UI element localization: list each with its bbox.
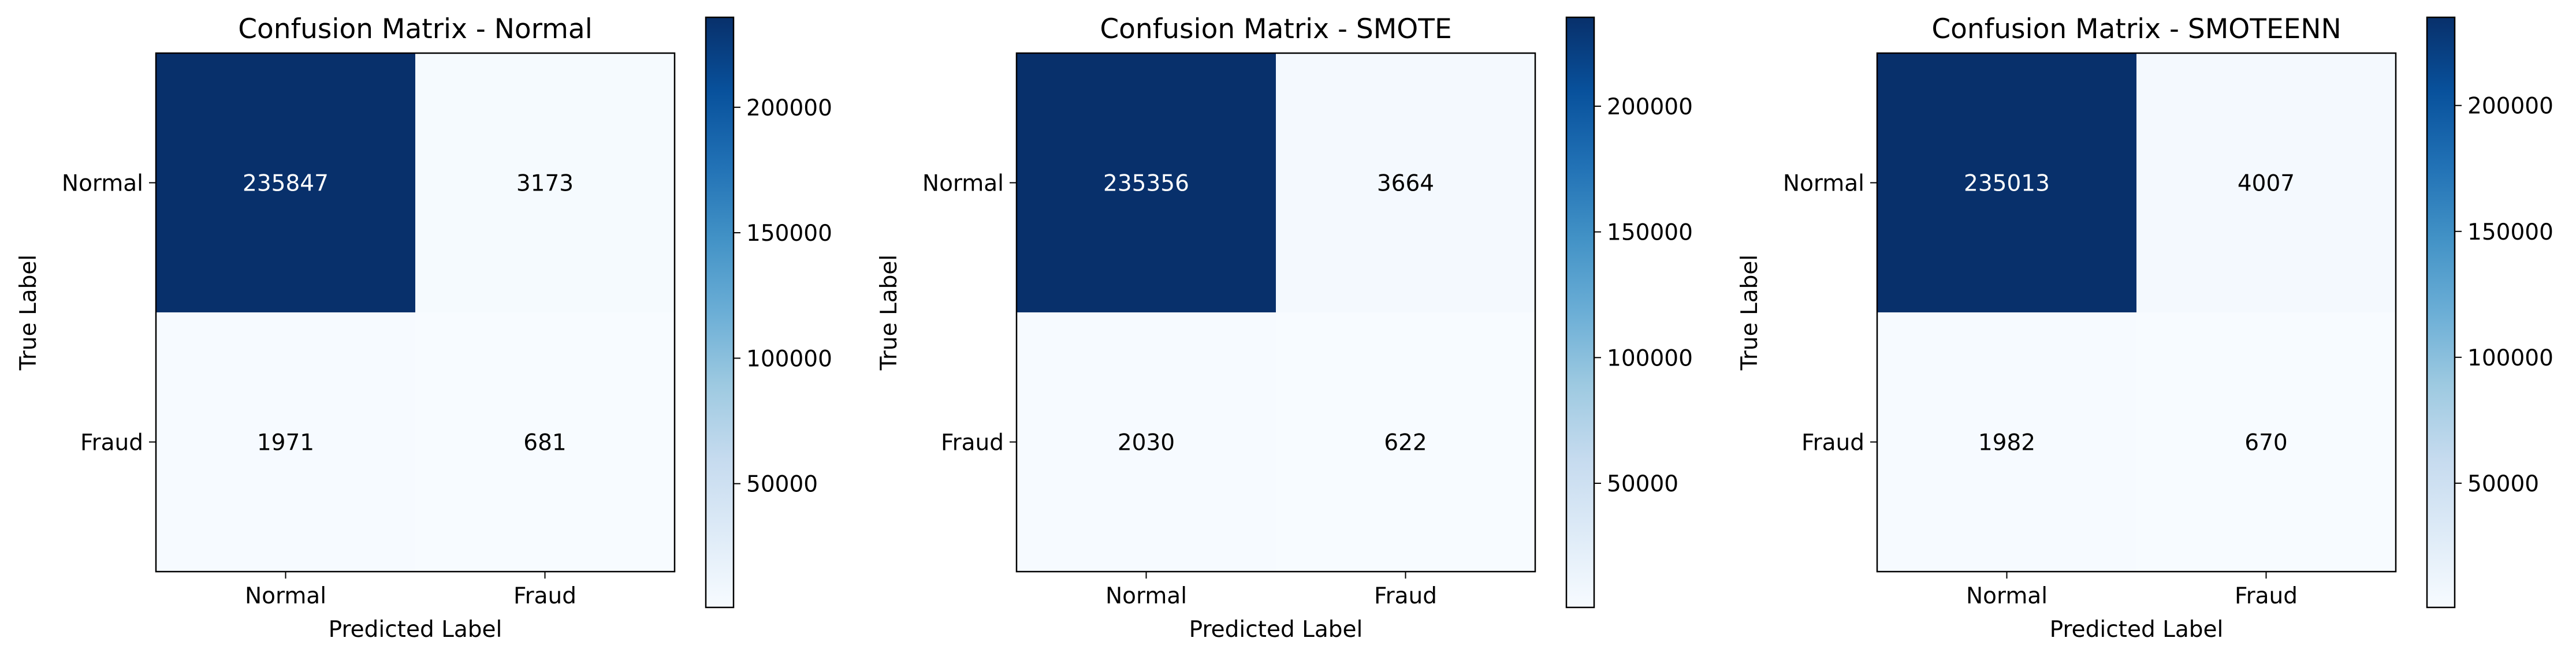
heatmap-cell bbox=[156, 53, 415, 312]
heatmap-cell bbox=[1877, 312, 2136, 572]
y-tick-label: Fraud bbox=[80, 430, 143, 456]
x-tick-label: Normal bbox=[1966, 583, 2048, 609]
colorbar-frame bbox=[705, 16, 735, 609]
x-axis-label: Predicted Label bbox=[1189, 617, 1363, 643]
colorbar-tick-label: 150000 bbox=[1607, 220, 1693, 246]
heatmap-cell bbox=[1017, 53, 1276, 312]
colorbar-frame bbox=[1565, 16, 1595, 609]
cell-value-label: 681 bbox=[523, 430, 566, 456]
x-tick-label: Fraud bbox=[1374, 583, 1437, 609]
heatmap-cell bbox=[1877, 53, 2136, 312]
cell-value-label: 2030 bbox=[1118, 430, 1175, 456]
colorbar-frame bbox=[2426, 16, 2456, 609]
colorbar-tick-label: 100000 bbox=[746, 346, 832, 372]
heatmap-cell bbox=[1276, 312, 1535, 572]
cell-value-label: 1971 bbox=[257, 430, 314, 456]
x-axis-label: Predicted Label bbox=[329, 617, 502, 643]
chart-panel-3: 235013 4007 1982 670 Normal Fraud Normal Fraud C… bbox=[1737, 13, 2553, 643]
colorbar bbox=[706, 17, 734, 607]
heatmap-cell bbox=[156, 312, 415, 572]
x-tick-label: Normal bbox=[245, 583, 326, 609]
colorbar-tick-label: 200000 bbox=[1607, 94, 1693, 120]
cell-value-label: 670 bbox=[2244, 430, 2287, 456]
x-axis-label: Predicted Label bbox=[2050, 617, 2224, 643]
chart-panel-1: 235847 3173 1971 681 Normal Fraud Normal Fraud C… bbox=[16, 13, 832, 643]
heatmap-cell bbox=[1276, 53, 1535, 312]
heatmap-cell bbox=[1017, 312, 1276, 572]
cell-value-label: 4007 bbox=[2238, 171, 2295, 197]
axes-frame bbox=[1876, 52, 2397, 573]
colorbar bbox=[2427, 17, 2455, 607]
y-tick-label: Normal bbox=[922, 171, 1004, 197]
y-tick-label: Normal bbox=[1783, 171, 1864, 197]
y-tick-label: Fraud bbox=[941, 430, 1004, 456]
cell-value-label: 235356 bbox=[1103, 171, 1189, 197]
heatmap-cell bbox=[2136, 53, 2396, 312]
cell-value-label: 1982 bbox=[1978, 430, 2035, 456]
y-tick-label: Fraud bbox=[1801, 430, 1864, 456]
colorbar bbox=[1566, 17, 1594, 607]
chart-title: Confusion Matrix - SMOTEENN bbox=[1931, 13, 2341, 45]
x-tick-label: Fraud bbox=[2235, 583, 2298, 609]
colorbar-tick-label: 50000 bbox=[2467, 471, 2539, 497]
colorbar-tick-label: 100000 bbox=[2467, 345, 2553, 371]
colorbar-tick-label: 50000 bbox=[1607, 471, 1678, 497]
cell-value-label: 622 bbox=[1384, 430, 1427, 456]
colorbar-tick-label: 50000 bbox=[746, 472, 818, 498]
cell-value-label: 235847 bbox=[243, 171, 329, 197]
axes-frame bbox=[1015, 52, 1536, 573]
heatmap-cell bbox=[415, 312, 675, 572]
axes-frame bbox=[155, 52, 676, 573]
colorbar-tick-label: 150000 bbox=[2467, 219, 2553, 245]
cell-value-label: 3664 bbox=[1377, 171, 1434, 197]
chart-title: Confusion Matrix - SMOTE bbox=[1100, 13, 1451, 45]
colorbar-tick-label: 200000 bbox=[746, 95, 832, 121]
heatmap-cell bbox=[2136, 312, 2396, 572]
x-tick-label: Normal bbox=[1105, 583, 1187, 609]
chart-panel-2: 235356 3664 2030 622 Normal Fraud Normal Fraud C… bbox=[876, 13, 1693, 643]
y-tick-label: Normal bbox=[62, 171, 143, 197]
colorbar-tick-label: 150000 bbox=[746, 221, 832, 247]
chart-title: Confusion Matrix - Normal bbox=[238, 13, 593, 45]
y-axis-label: True Label bbox=[16, 255, 42, 371]
colorbar-tick-label: 200000 bbox=[2467, 94, 2553, 120]
colorbar-tick-label: 100000 bbox=[1607, 345, 1693, 371]
y-axis-label: True Label bbox=[1737, 255, 1763, 371]
heatmap-cell bbox=[415, 53, 675, 312]
x-tick-label: Fraud bbox=[513, 583, 576, 609]
cell-value-label: 3173 bbox=[516, 171, 574, 197]
y-axis-label: True Label bbox=[876, 255, 902, 371]
cell-value-label: 235013 bbox=[1964, 171, 2050, 197]
